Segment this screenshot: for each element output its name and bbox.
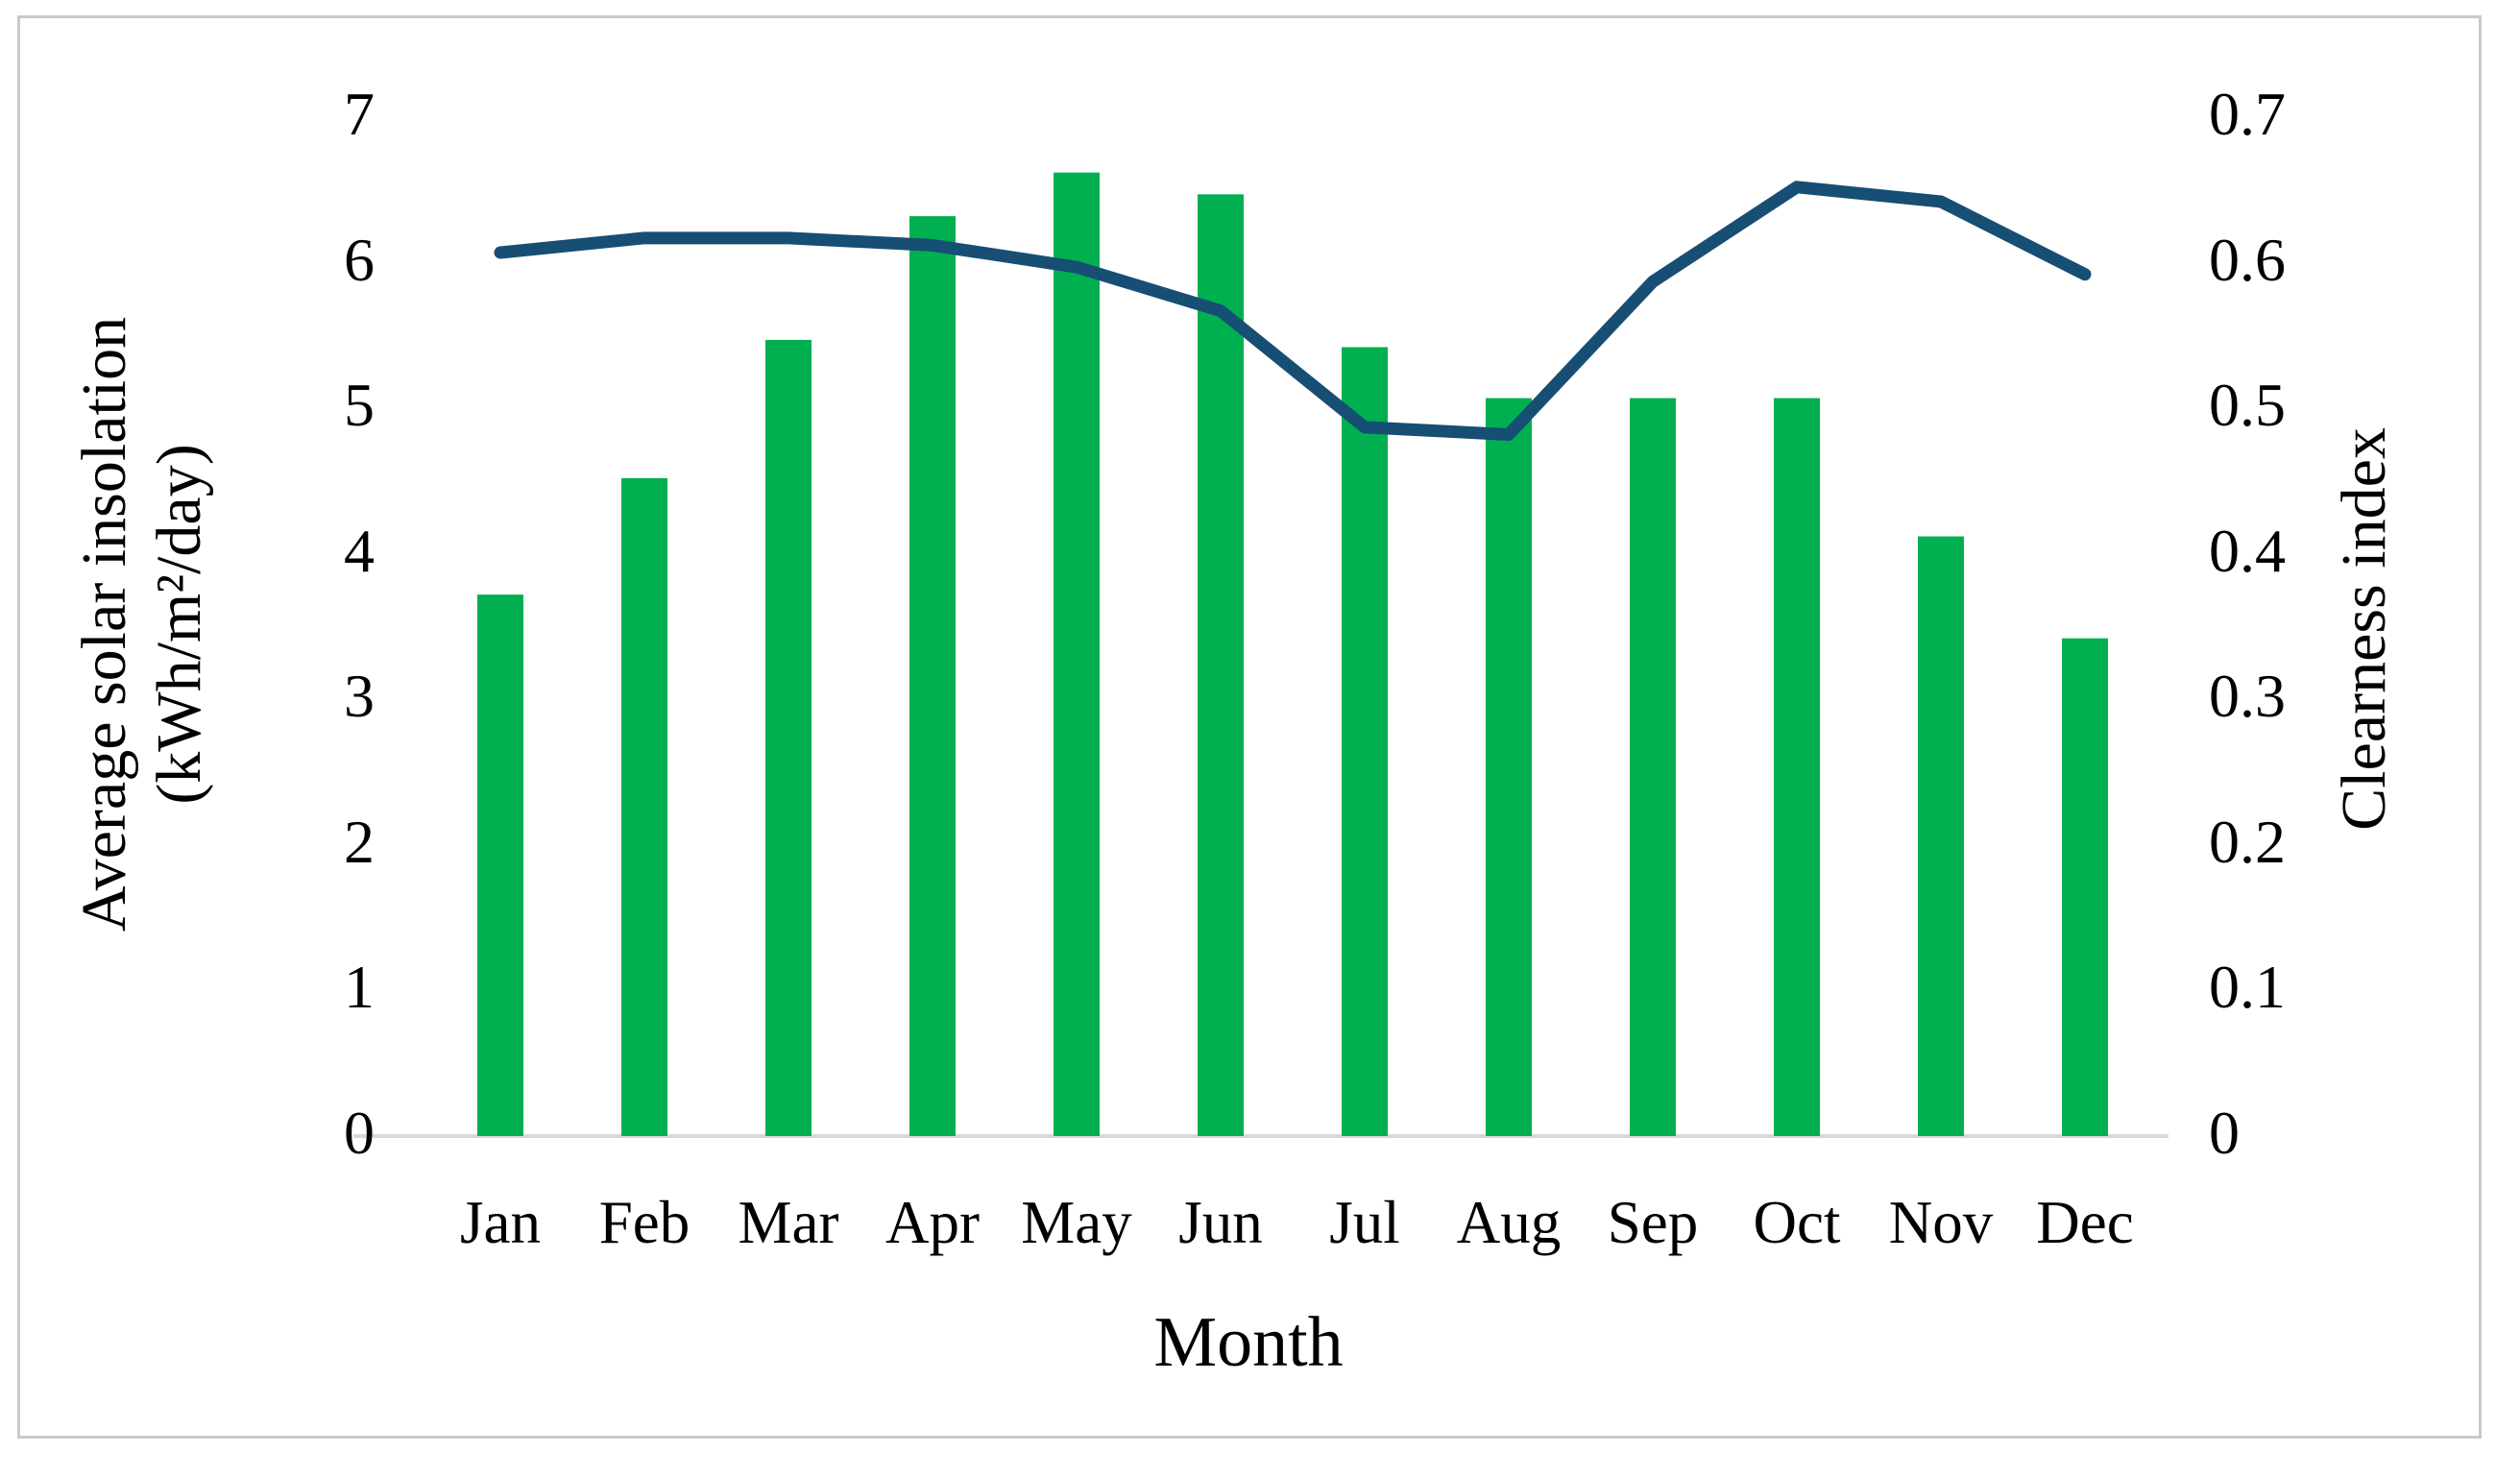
left-axis-tick-1: 1 <box>344 953 375 1022</box>
insolation-bar-sep <box>1630 398 1676 1136</box>
x-axis-label-jul: Jul <box>1329 1189 1400 1256</box>
insolation-bar-jun <box>1198 194 1244 1137</box>
x-axis-label-feb: Feb <box>598 1189 691 1256</box>
insolation-bar-nov <box>1918 536 1964 1136</box>
left-axis-tick-7: 7 <box>344 80 375 148</box>
x-axis-label-aug: Aug <box>1456 1189 1562 1256</box>
left-axis-title: Average solar insolation (kWh/m²/day) <box>67 48 217 1200</box>
insolation-bar-jan <box>477 594 523 1136</box>
left-axis-tick-6: 6 <box>344 225 375 294</box>
insolation-bar-mar <box>765 339 812 1137</box>
left-axis-tick-3: 3 <box>344 662 375 731</box>
left-axis-tick-5: 5 <box>344 371 375 440</box>
right-axis-tick-0.4: 0.4 <box>2209 516 2286 585</box>
right-axis-tick-0.7: 0.7 <box>2209 80 2286 148</box>
insolation-bar-aug <box>1486 398 1532 1136</box>
right-axis-tick-0.5: 0.5 <box>2209 371 2286 440</box>
x-axis-label-may: May <box>1021 1189 1132 1256</box>
x-axis-title: Month <box>1153 1303 1344 1382</box>
right-axis-tick-0.1: 0.1 <box>2209 953 2286 1022</box>
x-axis-label-jun: Jun <box>1178 1189 1263 1256</box>
left-axis-tick-4: 4 <box>344 516 375 585</box>
insolation-bar-oct <box>1774 398 1820 1136</box>
right-axis-tick-0.2: 0.2 <box>2209 807 2286 876</box>
clearness-index-line <box>494 181 2092 441</box>
x-axis-label-dec: Dec <box>2036 1189 2134 1256</box>
right-axis-title: Clearness index <box>2329 427 2399 831</box>
insolation-bars-group <box>477 172 2108 1137</box>
x-axis-label-apr: Apr <box>885 1189 980 1256</box>
left-axis-tick-2: 2 <box>344 807 375 876</box>
insolation-bar-dec <box>2062 638 2108 1136</box>
left-axis-title-line1: Average solar insolation <box>69 316 139 932</box>
insolation-bar-apr <box>909 216 956 1137</box>
insolation-bar-feb <box>621 477 667 1136</box>
right-axis-tick-0.6: 0.6 <box>2209 225 2286 294</box>
left-axis-tick-0: 0 <box>344 1099 375 1167</box>
left-axis-title-line2: (kWh/m²/day) <box>144 444 214 805</box>
right-axis-tick-0.3: 0.3 <box>2209 662 2286 731</box>
x-axis-label-nov: Nov <box>1888 1189 1994 1256</box>
insolation-bar-jul <box>1342 347 1388 1136</box>
insolation-bar-may <box>1054 172 1100 1137</box>
x-axis-label-sep: Sep <box>1607 1189 1699 1256</box>
x-axis-label-jan: Jan <box>460 1189 541 1256</box>
x-axis-label-oct: Oct <box>1753 1189 1841 1256</box>
x-axis-label-mar: Mar <box>738 1189 839 1256</box>
right-axis-tick-0: 0 <box>2209 1099 2240 1167</box>
